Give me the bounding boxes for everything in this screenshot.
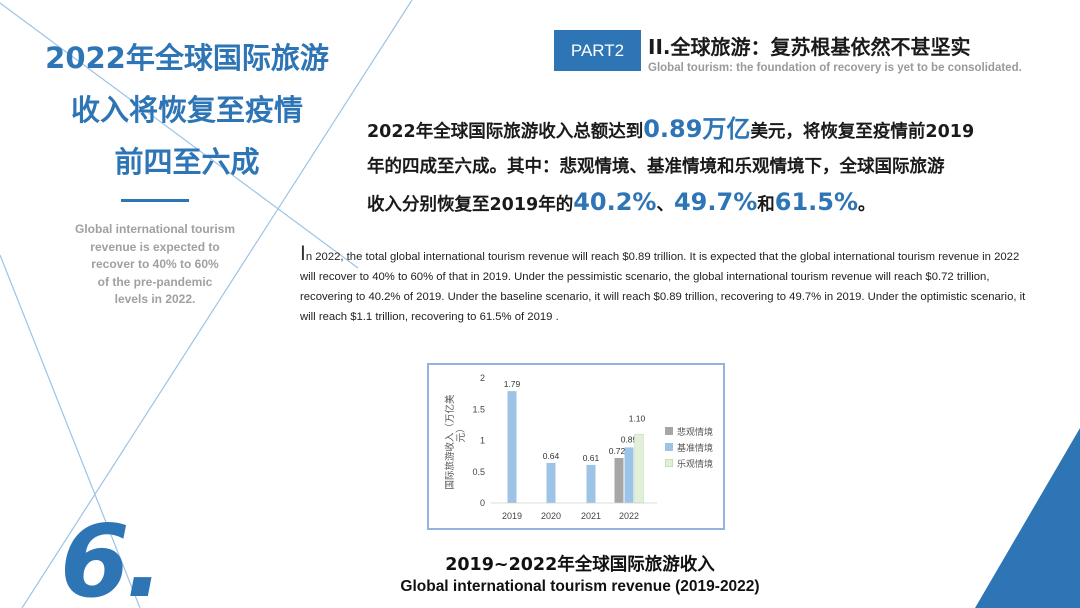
summary-segment: 美元，将恢复至疫情前2019 <box>750 122 975 142</box>
left-subtitle-line: of the pre-pandemic <box>97 274 213 289</box>
legend-item: 基准情境 <box>665 439 713 455</box>
left-title: 2022年全球国际旅游 收入将恢复至疫情 前四至六成 <box>22 32 352 188</box>
y-tick-label: 0.5 <box>472 467 485 477</box>
summary-segment: 和 <box>757 195 775 215</box>
x-tick-label: 2022 <box>619 511 639 521</box>
summary-segment: 收入分别恢复至2019年的 <box>367 195 574 215</box>
bar-2022 <box>624 447 634 503</box>
left-subtitle-line: recover to 40% to 60% <box>91 257 219 272</box>
legend-swatch <box>665 443 673 451</box>
legend-label: 基准情境 <box>677 443 714 454</box>
legend-swatch <box>665 459 673 467</box>
chart-canvas: 0 0.5 1 1.5 2 2019 2020 2021 2022 1.79 0.64 0.61 0.7… <box>444 373 657 521</box>
left-subtitle-line: revenue is expected to <box>90 239 220 254</box>
drop-letter: I <box>300 242 306 265</box>
summary-segment: 。 <box>858 195 876 215</box>
data-label: 0.72 <box>609 446 626 456</box>
legend-label: 乐观情境 <box>677 459 714 470</box>
data-label: 1.79 <box>504 379 521 389</box>
y-tick-label: 0 <box>480 498 485 508</box>
highlight-total-revenue: 0.89万亿 <box>643 115 751 143</box>
summary-line: 2022年全球国际旅游收入总额达到0.89万亿美元，将恢复至疫情前2019 <box>367 112 1057 150</box>
part-badge: PART2 <box>554 30 641 71</box>
bar-2021 <box>586 464 596 503</box>
summary-segment: 、 <box>656 195 674 215</box>
left-title-line: 2022年全球国际旅游 <box>45 41 329 75</box>
legend-item: 悲观情境 <box>665 423 713 439</box>
y-tick-label: 2 <box>480 373 485 383</box>
section-title: II.全球旅游：复苏根基依然不甚坚实 <box>648 35 971 59</box>
highlight-pessimistic: 40.2% <box>573 188 657 216</box>
highlight-optimistic: 61.5% <box>774 188 859 216</box>
chart-title: 2019~2022年全球国际旅游收入 <box>445 555 715 575</box>
y-axis-title: 元） <box>455 423 467 442</box>
legend-swatch <box>665 427 673 435</box>
x-tick-label: 2019 <box>502 511 522 521</box>
bar-2022 <box>634 433 644 504</box>
data-label: 1.10 <box>629 413 646 423</box>
y-tick-label: 1.5 <box>472 404 485 414</box>
data-label: 0.61 <box>583 453 600 463</box>
revenue-chart: 0 0.5 1 1.5 2 2019 2020 2021 2022 1.79 0.64 0.61 0.7… <box>427 363 725 530</box>
highlight-baseline: 49.7% <box>673 188 758 216</box>
chart-caption: 2019~2022年全球国际旅游收入 Global international … <box>300 553 860 597</box>
chart-subtitle: Global international tourism revenue (20… <box>400 578 760 595</box>
section-number: 6. <box>60 503 164 608</box>
x-tick-label: 2021 <box>581 511 601 521</box>
bar-2022 <box>614 458 624 503</box>
section-subtitle: Global tourism: the foundation of recove… <box>648 62 1022 74</box>
left-divider <box>121 199 189 202</box>
data-label: 0.64 <box>543 451 560 461</box>
summary-line: 收入分别恢复至2019年的40.2%、49.7%和61.5%。 <box>367 185 1057 223</box>
left-title-line: 前四至六成 <box>114 145 260 179</box>
bar-2020 <box>546 463 556 503</box>
summary-segment: 2022年全球国际旅游收入总额达到 <box>367 122 644 142</box>
summary-line: 年的四成至六成。其中：悲观情境、基准情境和乐观情境下，全球国际旅游 <box>367 157 945 177</box>
y-tick-label: 1 <box>480 436 485 446</box>
data-label: 0.89 <box>621 434 638 444</box>
legend-item: 乐观情境 <box>665 455 713 471</box>
english-paragraph: In 2022, the total global international … <box>300 243 1035 327</box>
legend-label: 悲观情境 <box>677 427 714 438</box>
x-tick-label: 2020 <box>541 511 561 521</box>
left-subtitle-line: Global international tourism <box>74 222 235 236</box>
left-subtitle: Global international tourism revenue is … <box>60 221 250 309</box>
english-text: n 2022, the total global international t… <box>300 251 1026 323</box>
y-axis-title: 国际旅游收入（万亿美 <box>444 394 456 490</box>
bar-2019 <box>507 391 517 503</box>
left-subtitle-line: levels in 2022. <box>114 292 196 307</box>
chart-legend: 悲观情境 基准情境 乐观情境 <box>665 423 713 471</box>
left-title-line: 收入将恢复至疫情 <box>70 93 303 127</box>
summary-text: 2022年全球国际旅游收入总额达到0.89万亿美元，将恢复至疫情前2019 年的… <box>367 112 1057 223</box>
